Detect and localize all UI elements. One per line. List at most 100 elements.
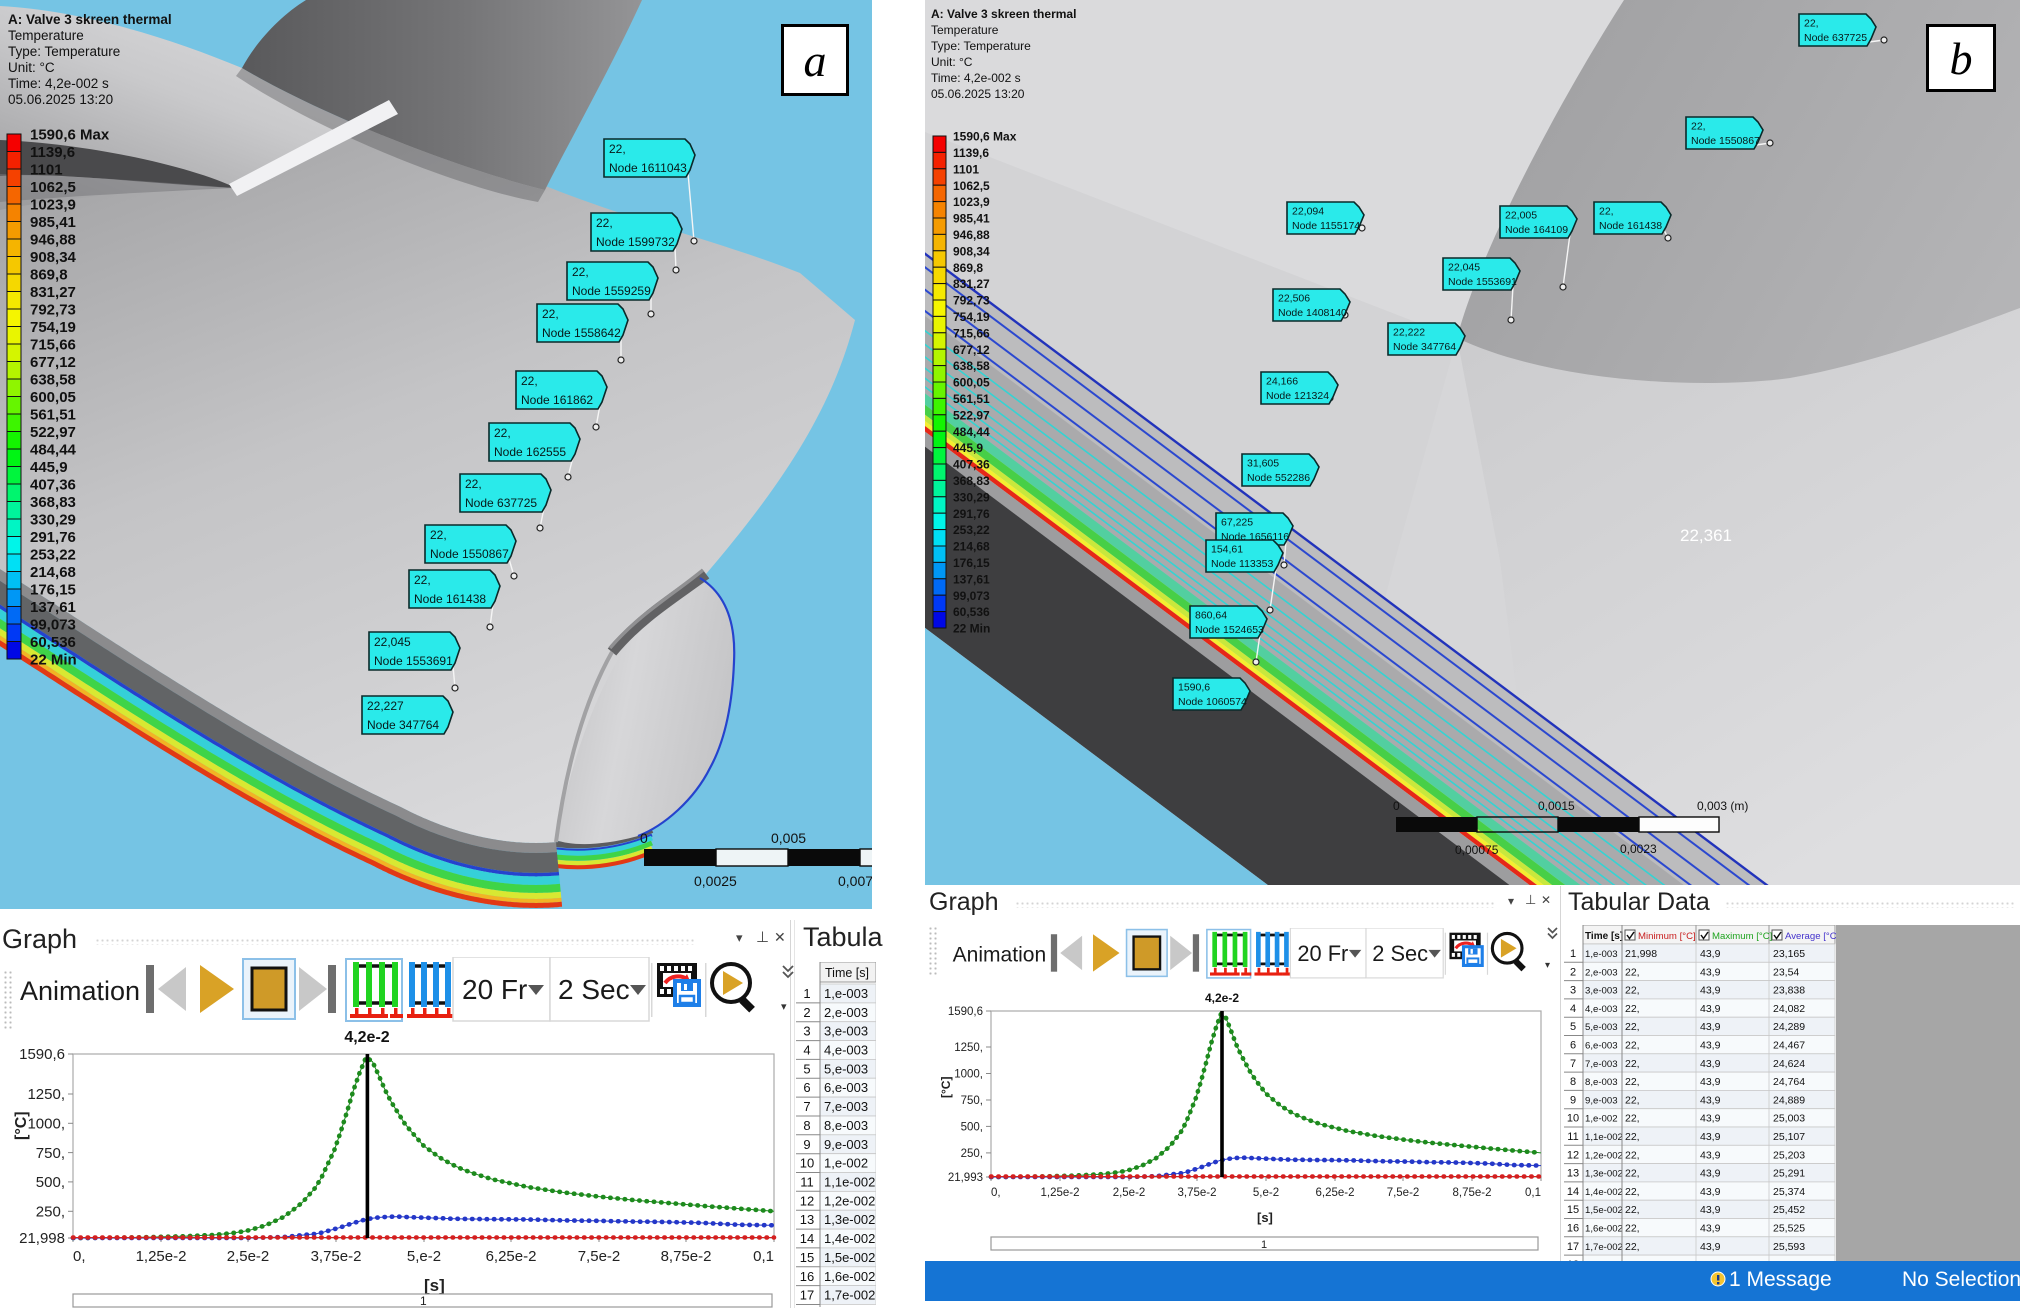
svg-text:22,: 22, — [1625, 1204, 1640, 1216]
svg-text:Temperature: Temperature — [8, 28, 84, 43]
svg-text:561,51: 561,51 — [953, 392, 990, 406]
svg-text:561,51: 561,51 — [30, 407, 76, 424]
svg-text:Node 1524653: Node 1524653 — [1195, 624, 1264, 636]
svg-text:7: 7 — [803, 1099, 810, 1114]
svg-text:500,: 500, — [36, 1174, 65, 1191]
svg-text:253,22: 253,22 — [953, 523, 990, 537]
svg-text:137,61: 137,61 — [30, 599, 76, 616]
svg-text:43,9: 43,9 — [1700, 1223, 1721, 1235]
svg-text:05.06.2025 13:20: 05.06.2025 13:20 — [8, 92, 113, 107]
svg-text:0,00075: 0,00075 — [1455, 843, 1499, 857]
svg-text:22,: 22, — [1625, 1223, 1640, 1235]
svg-text:5,e-003: 5,e-003 — [824, 1061, 868, 1076]
svg-text:1590,6 Max: 1590,6 Max — [953, 130, 1017, 144]
svg-text:2 Sec: 2 Sec — [1372, 941, 1428, 966]
svg-text:1023,9: 1023,9 — [953, 195, 990, 209]
svg-text:Node 1558642: Node 1558642 — [542, 326, 621, 340]
svg-text:792,73: 792,73 — [30, 302, 76, 319]
svg-text:407,36: 407,36 — [30, 477, 76, 494]
svg-text:[s]: [s] — [424, 1276, 445, 1295]
svg-text:22,005: 22,005 — [1505, 210, 1537, 222]
svg-text:4,e-003: 4,e-003 — [824, 1043, 868, 1058]
svg-text:22,: 22, — [1625, 1113, 1640, 1125]
svg-text:22,: 22, — [1625, 985, 1640, 997]
svg-text:1,e-003: 1,e-003 — [824, 986, 868, 1001]
svg-text:291,76: 291,76 — [30, 529, 76, 546]
svg-text:25,291: 25,291 — [1773, 1168, 1805, 1180]
svg-text:99,073: 99,073 — [30, 617, 76, 634]
svg-text:A: Valve 3 skreen thermal: A: Valve 3 skreen thermal — [931, 7, 1076, 21]
svg-text:22,227: 22,227 — [367, 699, 404, 713]
svg-text:1,7e-002: 1,7e-002 — [824, 1288, 875, 1303]
svg-text:22,: 22, — [1625, 1168, 1640, 1180]
svg-text:7,e-003: 7,e-003 — [824, 1099, 868, 1114]
svg-text:368,83: 368,83 — [30, 494, 76, 511]
svg-text:22 Min: 22 Min — [30, 652, 77, 669]
svg-text:Node 1611043: Node 1611043 — [609, 161, 687, 175]
svg-text:715,66: 715,66 — [30, 337, 76, 354]
svg-text:Time: 4,2e-002 s: Time: 4,2e-002 s — [931, 71, 1021, 85]
svg-text:1,1e-002: 1,1e-002 — [824, 1175, 875, 1190]
svg-text:1250,: 1250, — [954, 1042, 983, 1054]
svg-text:A: Valve 3 skreen thermal: A: Valve 3 skreen thermal — [8, 12, 172, 27]
svg-text:22,: 22, — [430, 528, 447, 542]
svg-text:16: 16 — [800, 1269, 814, 1284]
svg-text:484,44: 484,44 — [953, 425, 990, 439]
svg-text:43,9: 43,9 — [1700, 1186, 1721, 1198]
svg-text:3: 3 — [803, 1024, 810, 1039]
svg-text:Maximum [°C]: Maximum [°C] — [1712, 931, 1772, 942]
svg-text:24,082: 24,082 — [1773, 1003, 1805, 1015]
svg-text:60,536: 60,536 — [953, 605, 990, 619]
svg-text:0,: 0, — [991, 1187, 1001, 1199]
svg-text:638,58: 638,58 — [953, 359, 990, 373]
svg-text:1,25e-2: 1,25e-2 — [136, 1248, 187, 1265]
svg-text:25,452: 25,452 — [1773, 1204, 1805, 1216]
svg-text:754,19: 754,19 — [30, 319, 76, 336]
svg-text:638,58: 638,58 — [30, 372, 76, 389]
svg-text:22,: 22, — [1625, 1003, 1640, 1015]
svg-text:869,8: 869,8 — [30, 267, 68, 284]
svg-text:677,12: 677,12 — [30, 354, 76, 371]
svg-text:1,e-002: 1,e-002 — [1585, 1114, 1618, 1125]
svg-text:6: 6 — [803, 1080, 810, 1095]
svg-text:0,0025: 0,0025 — [694, 873, 737, 889]
svg-text:[°C]: [°C] — [13, 1111, 30, 1140]
svg-text:Unit: °C: Unit: °C — [931, 55, 973, 69]
svg-text:6,25e-2: 6,25e-2 — [486, 1248, 537, 1265]
svg-text:3: 3 — [1570, 985, 1576, 997]
svg-text:2 Sec: 2 Sec — [558, 974, 630, 1005]
svg-text:9: 9 — [1570, 1094, 1576, 1106]
svg-text:445,9: 445,9 — [30, 459, 68, 476]
svg-text:330,29: 330,29 — [953, 490, 990, 504]
svg-text:10: 10 — [1567, 1113, 1579, 1125]
svg-text:22,361: 22,361 — [1680, 526, 1732, 545]
svg-text:22,: 22, — [1625, 1040, 1640, 1052]
svg-text:214,68: 214,68 — [953, 540, 990, 554]
svg-text:1,e-002: 1,e-002 — [824, 1156, 868, 1171]
svg-text:20 Fr: 20 Fr — [462, 974, 527, 1005]
svg-text:Animation: Animation — [20, 976, 140, 1006]
svg-text:22,: 22, — [1691, 121, 1706, 133]
svg-text:16: 16 — [1567, 1223, 1579, 1235]
svg-text:23,165: 23,165 — [1773, 948, 1805, 960]
svg-text:43,9: 43,9 — [1700, 948, 1721, 960]
svg-text:1: 1 — [1261, 1239, 1267, 1251]
svg-text:[°C]: [°C] — [939, 1077, 953, 1098]
svg-text:43,9: 43,9 — [1700, 1113, 1721, 1125]
svg-text:407,36: 407,36 — [953, 458, 990, 472]
svg-text:24,166: 24,166 — [1266, 376, 1298, 388]
svg-text:4,2e-2: 4,2e-2 — [344, 1029, 389, 1046]
svg-text:43,9: 43,9 — [1700, 1131, 1721, 1143]
svg-text:176,15: 176,15 — [30, 582, 76, 599]
svg-text:1590,6: 1590,6 — [948, 1006, 983, 1018]
svg-text:22,: 22, — [414, 573, 431, 587]
svg-text:Node 161438: Node 161438 — [414, 592, 486, 606]
svg-text:985,41: 985,41 — [30, 214, 76, 231]
svg-text:11: 11 — [800, 1175, 814, 1190]
svg-text:8: 8 — [803, 1118, 810, 1133]
svg-text:715,66: 715,66 — [953, 326, 990, 340]
svg-text:Node 637725: Node 637725 — [465, 496, 537, 510]
svg-text:43,9: 43,9 — [1700, 1076, 1721, 1088]
svg-text:522,97: 522,97 — [953, 408, 990, 422]
svg-text:1101: 1101 — [953, 162, 979, 176]
